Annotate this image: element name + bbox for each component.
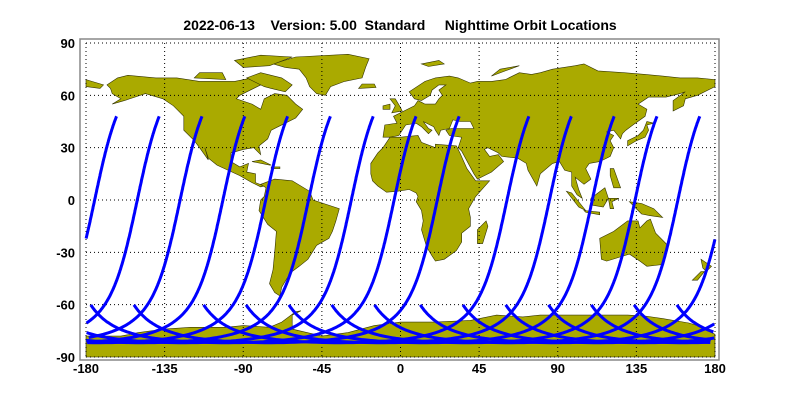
orbit-track-7 [86, 115, 714, 345]
x-tick-label: 90 [551, 361, 565, 376]
orbit-track-12 [287, 115, 616, 345]
y-tick-label: 60 [61, 88, 75, 103]
orbit-track-1 [84, 115, 717, 345]
land-iceland [357, 83, 377, 89]
land-australia [599, 218, 669, 267]
y-tick-label: -60 [56, 298, 75, 313]
orbit-track-14 [373, 115, 702, 345]
x-tick-label: 180 [704, 361, 726, 376]
land-java [583, 210, 601, 216]
y-axis-ticks: 90 60 30 0 -30 -60 -90 [56, 36, 75, 365]
orbit-tracks [84, 115, 717, 345]
y-tick-label: 90 [61, 36, 75, 51]
orbit-track-8 [89, 115, 418, 345]
x-axis-ticks: -180 -135 -90 -45 0 45 90 135 180 [73, 361, 726, 376]
y-tick-label: 0 [68, 193, 75, 208]
land-north-america [106, 74, 304, 188]
land-philippines [609, 168, 622, 189]
land-ireland [382, 103, 391, 110]
land-greenland [271, 53, 370, 96]
y-tick-label: 30 [61, 141, 75, 156]
land-victoria [193, 72, 227, 80]
land-madagascar [477, 220, 489, 244]
x-tick-label: -90 [234, 361, 253, 376]
land-ellesmere [233, 54, 293, 68]
land-new-guinea [628, 201, 664, 218]
land-svalbard [420, 60, 446, 67]
orbit-track-13 [330, 115, 659, 345]
chart-title: 2022-06-13 Version: 5.00 Standard Nightt… [183, 17, 617, 33]
land-cuba [251, 159, 272, 166]
land-sulawesi [608, 198, 620, 209]
x-tick-label: -135 [152, 361, 178, 376]
orbit-track-10 [202, 115, 531, 345]
land-antarctica [85, 310, 716, 358]
land-chukotka [85, 79, 105, 89]
x-tick-label: 0 [397, 361, 404, 376]
orbit-track-9 [132, 115, 461, 345]
orbit-track-4 [86, 115, 711, 345]
x-tick-label: -45 [312, 361, 331, 376]
orbit-track-11 [244, 115, 573, 345]
land-great-britain [389, 98, 403, 114]
y-tick-label: -30 [56, 245, 75, 260]
land-novaya-zemlya [491, 65, 520, 77]
land-baffin [245, 72, 293, 93]
y-tick-label: -90 [56, 350, 75, 365]
land-new-zealand-south [691, 271, 706, 281]
x-tick-label: -180 [73, 361, 99, 376]
x-tick-label: 45 [472, 361, 486, 376]
x-tick-label: 135 [626, 361, 648, 376]
